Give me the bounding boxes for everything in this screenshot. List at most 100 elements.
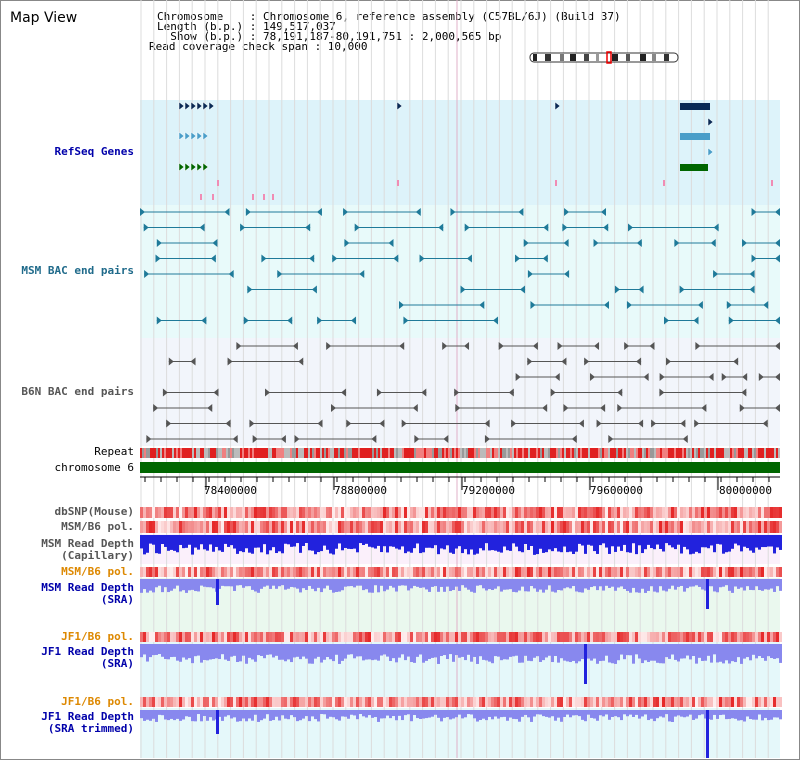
- msm-pol-cell: [326, 521, 329, 533]
- msm-sra-depth-bar: [695, 579, 698, 586]
- jf1-pol-cell: [365, 632, 368, 642]
- jf1-pol2-cell: [164, 697, 167, 707]
- b6n-bac-end: [542, 404, 548, 412]
- jf1-sra-depth-bar: [530, 644, 533, 662]
- repeat-segment: [142, 448, 144, 458]
- repeat-segment: [170, 448, 172, 458]
- msm-bac-end: [515, 254, 521, 263]
- msm-capillary-depth-bar: [323, 535, 326, 546]
- msm-pol-cell: [500, 521, 503, 533]
- jf1-trim-depth-bar: [161, 710, 164, 716]
- jf1-pol2-cell: [389, 697, 392, 707]
- msm-pol-cell: [557, 521, 560, 533]
- jf1-trim-depth-bar: [371, 710, 374, 718]
- jf1-pol2-cell: [560, 697, 563, 707]
- msm-pol2-cell: [260, 567, 263, 577]
- msm-pol2-cell: [155, 567, 158, 577]
- jf1-pol2-cell: [392, 697, 395, 707]
- jf1-pol2-cell: [716, 697, 719, 707]
- msm-pol-cell: [692, 521, 695, 533]
- jf1-trim-depth-bar: [197, 710, 200, 715]
- jf1-pol-cell: [473, 632, 476, 642]
- msm-pol2-cell: [185, 567, 188, 577]
- b6n-bac-end: [762, 419, 768, 428]
- msm-bac-end: [775, 254, 780, 263]
- dbsnp-cell: [734, 507, 737, 518]
- dbsnp-cell: [167, 507, 170, 518]
- msm-sra-depth-bar: [728, 579, 731, 591]
- repeat-segment: [316, 448, 318, 458]
- msm-pol-cell: [524, 521, 527, 533]
- jf1-pol-cell: [188, 632, 191, 642]
- jf1-trim-depth-bar: [587, 710, 590, 715]
- msm-pol2-cell: [686, 567, 689, 577]
- dbsnp-cell: [431, 507, 434, 518]
- jf1-trim-depth-bar: [725, 710, 728, 720]
- jf1-trim-depth-bar: [665, 710, 668, 715]
- msm-pol-cell: [317, 521, 320, 533]
- msm-bac-end: [212, 239, 218, 247]
- jf1-sra-depth-bar: [647, 644, 650, 662]
- msm-sra-depth-bar: [515, 579, 518, 593]
- msm-pol-cell: [398, 521, 401, 533]
- msm-pol-cell: [779, 521, 782, 533]
- jf1-sra-depth-bar: [686, 644, 689, 656]
- msm-pol2-cell: [635, 567, 638, 577]
- msm-pol2-cell: [371, 567, 374, 577]
- ideogram-band: [626, 54, 630, 61]
- jf1-sra-depth-bar: [557, 644, 560, 663]
- gene-exon-arrow: [202, 101, 209, 111]
- jf1-sra-depth-bar: [146, 644, 149, 662]
- msm-pol-cell: [353, 521, 356, 533]
- jf1-sra-depth-bar: [323, 644, 326, 660]
- b6n-bac-end: [190, 357, 196, 366]
- msm-pol-cell: [242, 521, 245, 533]
- dbsnp-cell: [395, 507, 398, 518]
- jf1-sra-depth-bar: [629, 644, 632, 656]
- msm-pol2-cell: [374, 567, 377, 577]
- msm-pol-cell: [269, 521, 272, 533]
- jf1-sra-depth-bar: [206, 644, 209, 661]
- repeat-segment: [358, 448, 360, 458]
- dbsnp-cell: [536, 507, 539, 518]
- msm-pol2-cell: [278, 567, 281, 577]
- jf1-pol-cell: [221, 632, 224, 642]
- jf1-sra-depth-bar: [734, 644, 737, 663]
- jf1-sra-depth-bar: [755, 644, 758, 659]
- msm-sra-depth-bar: [449, 579, 452, 592]
- repeat-segment: [172, 448, 174, 458]
- b6n-bac-end: [264, 388, 270, 397]
- dbsnp-cell: [443, 507, 446, 518]
- msm-sra-depth-bar: [761, 579, 764, 591]
- repeat-segment: [318, 448, 320, 458]
- msm-capillary-depth-bar: [329, 535, 332, 554]
- msm-pol2-cell: [140, 567, 143, 577]
- repeat-segment: [196, 448, 198, 458]
- msm-capillary-depth-bar: [431, 535, 434, 549]
- msm-sra-depth-bar: [614, 579, 617, 591]
- jf1-trim-depth-bar: [317, 710, 320, 722]
- jf1-trim-depth-bar: [545, 710, 548, 717]
- jf1-pol2-cell: [527, 697, 530, 707]
- msm-capillary-depth-bar: [257, 535, 260, 548]
- jf1-trim-depth-bar: [248, 710, 251, 719]
- dbsnp-cell: [437, 507, 440, 518]
- msm-sra-depth-bar: [701, 579, 704, 590]
- msm-pol-cell: [425, 521, 428, 533]
- repeat-segment: [424, 448, 426, 458]
- msm-pol2-cell: [614, 567, 617, 577]
- msm-pol-cell: [602, 521, 605, 533]
- jf1-pol-cell: [557, 632, 560, 642]
- msm-sra-depth-bar: [197, 579, 200, 592]
- jf1-pol-cell: [512, 632, 515, 642]
- msm-pol-cell: [689, 521, 692, 533]
- jf1-pol2-cell: [551, 697, 554, 707]
- msm-bac-end: [749, 270, 755, 278]
- b6n-bac-end: [236, 342, 242, 350]
- msm-sra-depth-bar: [155, 579, 158, 588]
- jf1-sra-depth-bar: [365, 644, 368, 660]
- repeat-segment: [694, 448, 696, 458]
- jf1-sra-depth-bar: [287, 644, 290, 660]
- dbsnp-cell: [638, 507, 641, 518]
